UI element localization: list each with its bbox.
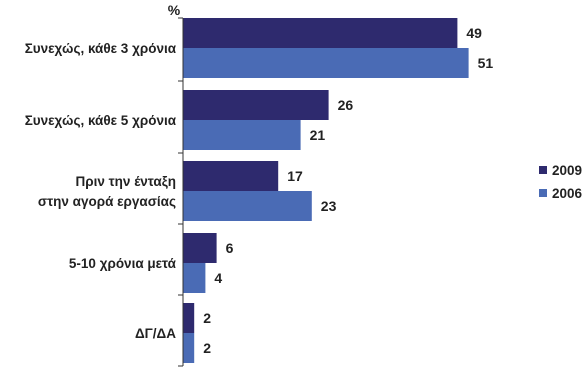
bar-2006-3 (183, 191, 312, 221)
bar-2006-4 (183, 263, 206, 293)
value-label-2006-4: 4 (214, 270, 222, 286)
value-label-2006-1: 51 (478, 55, 494, 71)
bar-2009-3 (183, 161, 279, 191)
unit-label: % (168, 2, 181, 18)
category-label-3-line-1: Πριν την ένταξη (76, 174, 176, 189)
value-label-2006-2: 21 (310, 127, 326, 143)
category-label-2: Συνεχώς, κάθε 5 χρόνια (25, 113, 177, 128)
value-label-2009-5: 2 (203, 310, 211, 326)
bar-2009-1 (183, 18, 458, 48)
legend: 2009 2006 (539, 163, 583, 201)
value-label-2006-5: 2 (203, 340, 211, 356)
bar-2006-2 (183, 120, 301, 150)
value-label-2009-3: 17 (287, 168, 303, 184)
legend-swatch-2006 (539, 189, 547, 197)
value-label-2009-4: 6 (226, 240, 234, 256)
value-label-2009-2: 26 (338, 97, 354, 113)
value-label-2009-1: 49 (466, 25, 482, 41)
axis-group: % (168, 2, 184, 367)
category-label-4: 5-10 χρόνια μετά (69, 256, 177, 271)
bar-2009-4 (183, 233, 217, 263)
category-label-1: Συνεχώς, κάθε 3 χρόνια (25, 41, 177, 56)
legend-label-2009: 2009 (552, 163, 582, 178)
bar-2006-1 (183, 48, 469, 78)
category-label-5: ΔΓ/ΔΑ (135, 326, 176, 341)
bar-2009-5 (183, 303, 195, 333)
bar-2009-2 (183, 90, 329, 120)
legend-swatch-2009 (539, 166, 547, 174)
legend-label-2006: 2006 (552, 186, 583, 201)
value-label-2006-3: 23 (321, 198, 337, 214)
bars-group (183, 18, 469, 363)
category-label-3-line-2: στην αγορά εργασίας (38, 194, 176, 209)
bar-2006-5 (183, 333, 195, 363)
